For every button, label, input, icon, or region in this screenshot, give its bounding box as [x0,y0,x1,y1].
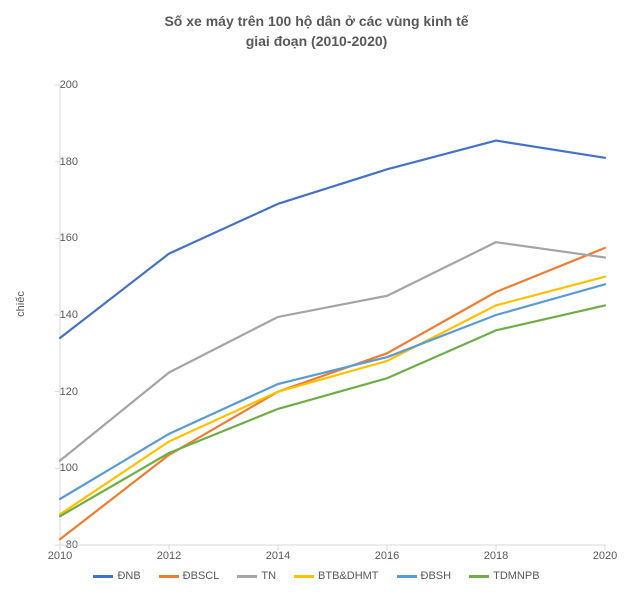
legend-item: BTB&DHMT [294,570,379,582]
legend-swatch [159,575,179,578]
legend-swatch [469,575,489,578]
x-tick-label: 2014 [266,550,290,562]
series-line [60,284,605,499]
x-tick-label: 2012 [157,550,181,562]
chart-title-line1: Số xe máy trên 100 hộ dân ở các vùng kin… [164,13,468,29]
chart-title: Số xe máy trên 100 hộ dân ở các vùng kin… [0,0,633,51]
series-line [60,305,605,516]
x-tick-label: 2016 [375,550,399,562]
plot-area [60,85,605,545]
chart-container: Số xe máy trên 100 hộ dân ở các vùng kin… [0,0,633,607]
legend-swatch [397,575,417,578]
legend-swatch [294,575,314,578]
legend: ĐNB ĐBSCL TN BTB&DHMT ĐBSH TDMNPB [0,570,633,582]
x-tick-label: 2018 [484,550,508,562]
legend-label: TN [261,570,276,582]
x-tick-label: 2010 [48,550,72,562]
legend-swatch [93,575,113,578]
legend-label: ĐBSH [421,570,452,582]
x-tick-label: 2020 [593,550,617,562]
legend-item: ĐNB [93,570,140,582]
legend-item: TN [237,570,276,582]
legend-swatch [237,575,257,578]
y-axis-label: chiếc [15,291,27,317]
legend-item: ĐBSCL [159,570,220,582]
legend-item: ĐBSH [397,570,452,582]
legend-item: TDMNPB [469,570,539,582]
legend-label: BTB&DHMT [318,570,379,582]
plot-svg [60,85,605,545]
chart-title-line2: giai đoạn (2010-2020) [246,33,388,49]
legend-label: TDMNPB [493,570,539,582]
legend-label: ĐNB [117,570,140,582]
legend-label: ĐBSCL [183,570,220,582]
series-group [60,141,605,540]
